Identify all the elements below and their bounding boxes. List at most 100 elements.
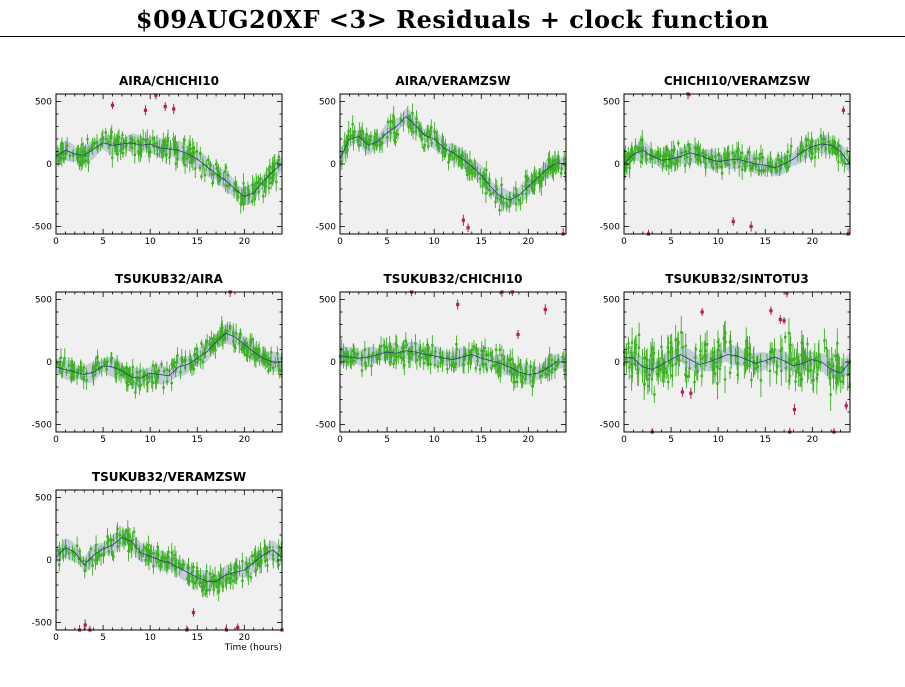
residual-point	[794, 369, 798, 373]
clock-function-line	[55, 537, 283, 582]
residual-point	[127, 549, 130, 553]
residual-point	[251, 200, 254, 203]
flagged-point	[143, 108, 148, 112]
residual-point	[266, 361, 269, 364]
residual-point	[750, 378, 753, 382]
residual-point	[683, 164, 687, 167]
residual-point	[714, 155, 717, 158]
residual-point	[465, 170, 469, 173]
residual-point	[109, 360, 113, 363]
residual-point	[277, 364, 280, 367]
residual-point	[549, 168, 552, 171]
residual-point	[627, 342, 630, 345]
x-tick-label: 20	[239, 435, 251, 445]
residual-point	[798, 373, 802, 376]
plot-area	[56, 292, 282, 432]
residual-point	[205, 570, 208, 573]
residual-point	[261, 182, 264, 186]
residual-point	[628, 159, 632, 163]
residual-point	[370, 355, 373, 359]
residual-point	[659, 368, 663, 371]
residual-point	[817, 147, 820, 151]
residual-point	[198, 166, 202, 169]
residual-point	[632, 157, 636, 161]
residual-point	[99, 554, 103, 557]
residual-point	[639, 138, 643, 142]
residual-point	[244, 569, 248, 572]
residual-point	[57, 156, 60, 159]
residual-point	[253, 353, 256, 356]
residual-point	[229, 573, 233, 576]
clock-function-line	[339, 350, 566, 375]
residual-point	[105, 368, 108, 371]
residual-point	[195, 566, 199, 569]
residual-point	[697, 146, 700, 149]
residual-point	[556, 362, 560, 366]
residual-point	[112, 538, 115, 542]
residual-point	[623, 159, 627, 163]
residual-point	[672, 148, 675, 152]
residual-point	[744, 161, 748, 164]
residual-point	[490, 367, 493, 370]
residual-point	[133, 143, 136, 146]
residual-point	[357, 144, 361, 147]
residual-point	[275, 180, 278, 184]
residual-point	[73, 554, 76, 557]
residual-point	[245, 353, 248, 357]
residual-point	[92, 365, 95, 368]
residual-point	[637, 147, 641, 150]
residual-point	[830, 147, 834, 151]
residual-point	[521, 193, 524, 196]
residual-point	[122, 141, 126, 144]
residual-point	[258, 563, 261, 566]
residual-point	[540, 178, 544, 182]
x-tick-label: 0	[53, 237, 59, 247]
residual-point	[129, 142, 133, 146]
residual-point	[806, 342, 809, 346]
residual-point	[652, 351, 656, 355]
residual-point	[268, 165, 272, 169]
y-tick-label: 500	[35, 296, 52, 306]
residual-point	[153, 142, 156, 146]
residual-point	[537, 178, 540, 182]
residual-point	[700, 374, 704, 378]
residual-point	[95, 555, 98, 558]
chart-title: AIRA/CHICHI10	[119, 74, 219, 88]
residual-point	[231, 579, 235, 582]
residual-point	[801, 347, 805, 350]
residual-point	[389, 355, 393, 359]
residual-point	[246, 350, 249, 354]
residual-point	[96, 361, 100, 364]
residual-point	[277, 164, 280, 167]
residual-point	[107, 539, 110, 542]
residual-point	[191, 580, 195, 584]
residual-point	[665, 370, 669, 373]
residual-point	[423, 351, 427, 355]
residual-point	[211, 575, 215, 579]
residual-point	[221, 585, 224, 588]
residual-point	[205, 164, 208, 167]
residual-point	[841, 159, 844, 162]
residual-point	[736, 373, 739, 376]
residual-point	[829, 393, 832, 396]
residual-point	[681, 345, 685, 349]
residual-point	[714, 162, 718, 165]
x-tick-label: 15	[192, 237, 203, 247]
residual-point	[532, 369, 535, 372]
residual-point	[60, 148, 63, 151]
residual-point	[192, 368, 196, 371]
residual-point	[90, 147, 93, 150]
residual-point	[836, 367, 839, 371]
residual-point	[649, 157, 652, 161]
x-tick-label: 15	[192, 633, 203, 643]
residual-point	[704, 358, 708, 362]
residual-point	[674, 362, 678, 366]
residual-point	[182, 154, 186, 157]
residual-point	[378, 357, 381, 361]
residual-point	[119, 373, 123, 377]
residual-point	[372, 143, 375, 146]
residual-point	[243, 342, 247, 346]
residual-point	[688, 147, 692, 151]
residual-point	[839, 153, 843, 156]
